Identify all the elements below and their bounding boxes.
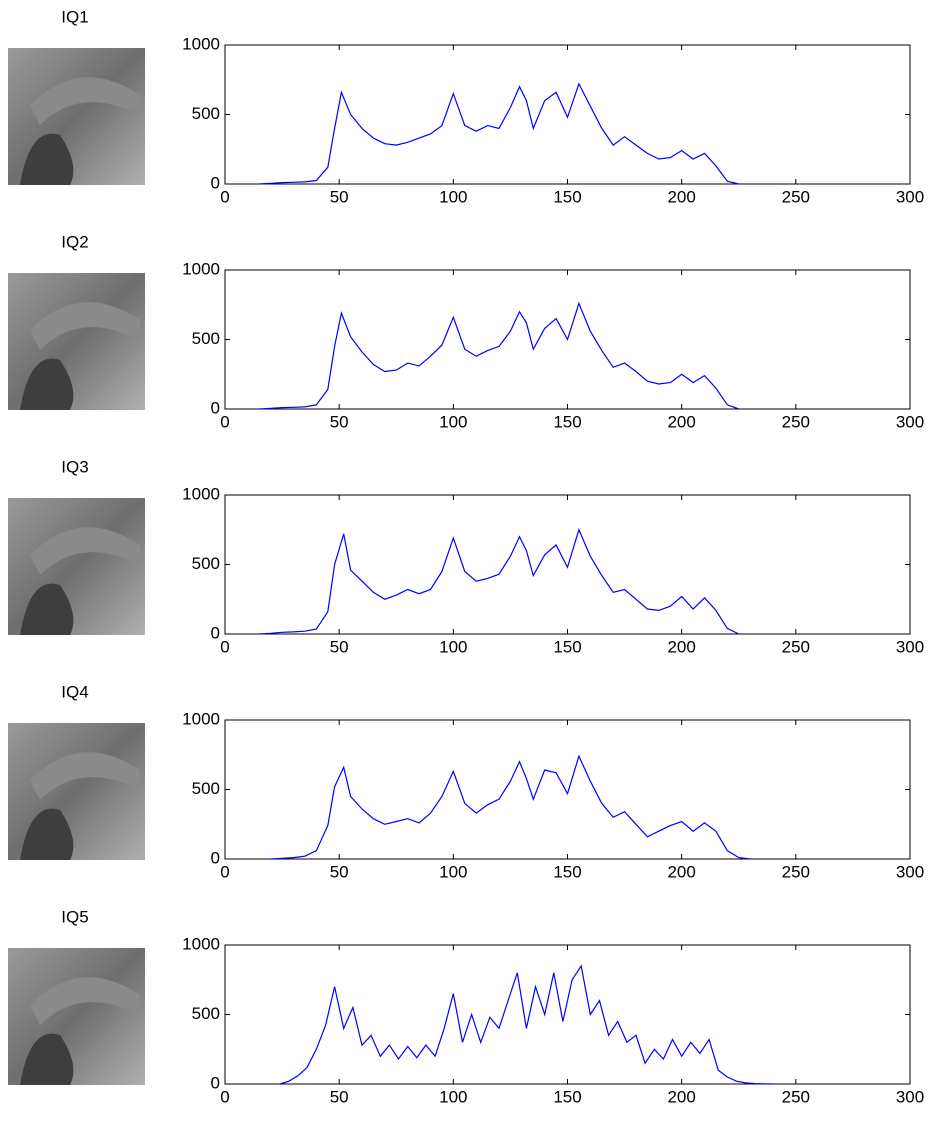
x-tick-label: 100 [439,412,467,431]
x-tick-label: 50 [330,187,349,206]
x-tick-label: 200 [667,412,695,431]
x-tick-label: 0 [220,1087,229,1106]
y-tick-label: 0 [211,173,220,192]
x-tick-label: 50 [330,637,349,656]
x-tick-label: 150 [553,1087,581,1106]
image-title: IQ3 [61,457,88,476]
y-tick-label: 1000 [182,34,220,53]
image-detail [30,302,140,350]
image-title: IQ2 [61,232,88,251]
axes-box [224,719,911,860]
x-tick-label: 0 [220,862,229,881]
image-title: IQ5 [61,907,88,926]
y-tick-label: 1000 [182,484,220,503]
image-detail [20,583,74,635]
x-tick-label: 300 [896,412,924,431]
y-tick-label: 1000 [182,934,220,953]
image-panel [8,273,145,410]
y-tick-label: 0 [211,398,220,417]
x-tick-label: 250 [782,1087,810,1106]
image-detail [30,752,140,800]
axes-box [224,44,911,185]
y-tick-label: 1000 [182,709,220,728]
x-tick-label: 50 [330,412,349,431]
x-tick-label: 300 [896,637,924,656]
image-title: IQ1 [61,7,88,26]
image-detail [30,977,140,1025]
x-tick-label: 0 [220,412,229,431]
y-tick-label: 0 [211,1073,220,1092]
x-tick-label: 300 [896,1087,924,1106]
x-tick-label: 100 [439,862,467,881]
x-tick-label: 250 [782,187,810,206]
x-tick-label: 250 [782,862,810,881]
x-tick-label: 150 [553,637,581,656]
x-tick-label: 100 [439,637,467,656]
image-detail [30,77,140,125]
x-tick-label: 100 [439,1087,467,1106]
data-line [279,964,774,1085]
x-tick-label: 0 [220,187,229,206]
x-tick-label: 50 [330,862,349,881]
data-line [259,301,740,410]
y-tick-label: 1000 [182,259,220,278]
y-tick-label: 0 [211,848,220,867]
x-tick-label: 150 [553,862,581,881]
y-tick-label: 0 [211,623,220,642]
data-line [270,754,751,860]
x-tick-label: 200 [667,637,695,656]
x-tick-label: 100 [439,187,467,206]
image-detail [20,358,74,410]
x-tick-label: 200 [667,862,695,881]
y-tick-label: 500 [192,779,220,798]
x-tick-label: 300 [896,187,924,206]
x-tick-label: 50 [330,1087,349,1106]
x-tick-label: 200 [667,187,695,206]
x-tick-label: 0 [220,637,229,656]
image-panel [8,48,145,185]
image-panel [8,948,145,1085]
data-line [259,528,740,635]
image-detail [20,133,74,185]
image-detail [30,527,140,575]
x-tick-label: 150 [553,412,581,431]
y-tick-label: 500 [192,554,220,573]
x-tick-label: 150 [553,187,581,206]
image-detail [20,1033,74,1085]
axes-box [224,944,911,1085]
y-tick-label: 500 [192,329,220,348]
x-tick-label: 200 [667,1087,695,1106]
data-line [259,82,739,185]
image-title: IQ4 [61,682,88,701]
image-detail [20,808,74,860]
image-panel [8,498,145,635]
x-tick-label: 250 [782,637,810,656]
y-tick-label: 500 [192,1004,220,1023]
y-tick-label: 500 [192,104,220,123]
image-panel [8,723,145,860]
x-tick-label: 300 [896,862,924,881]
axes-box [224,494,911,635]
x-tick-label: 250 [782,412,810,431]
